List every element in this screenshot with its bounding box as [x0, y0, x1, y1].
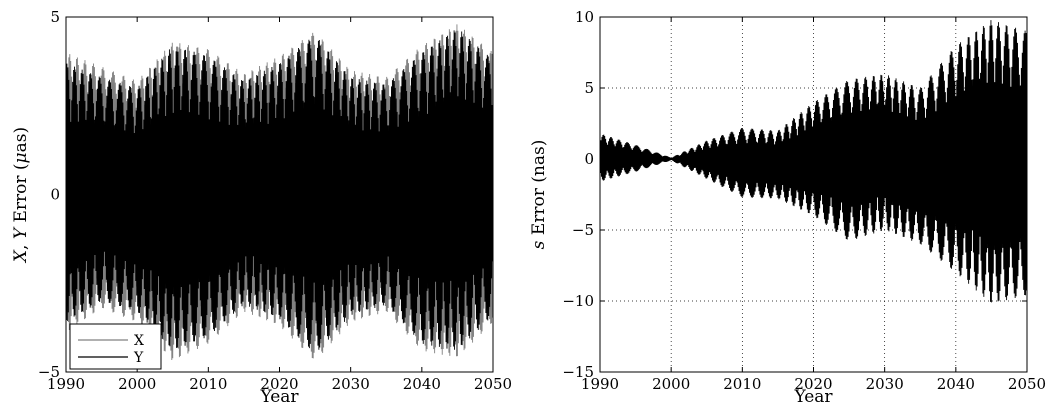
right-ytick-label--10: −10: [562, 292, 594, 310]
right-xtick-label-2050: 2050: [1008, 375, 1046, 393]
left-xtick-label-2030: 2030: [332, 375, 370, 393]
legend-box: [69, 323, 162, 370]
left-xtick-label-1990: 1990: [47, 375, 85, 393]
right-xtick-label-2030: 2030: [866, 375, 904, 393]
left-ticks: 1990 2000 2010 2020 2030 2040 2050 −5 0 5: [38, 8, 512, 393]
right-panel: 1990 2000 2010 2020 2030 2040 2050 −15 −10 −5 0 5 10…: [529, 8, 1046, 407]
right-ylabel: s Error (nas): [529, 140, 549, 250]
left-panel: 1990 2000 2010 2020 2030 2040 2050 −5 0 5 Year X,…: [11, 8, 512, 407]
left-ytick-label-5: 5: [50, 8, 60, 26]
right-ytick-label--5: −5: [572, 221, 594, 239]
right-ytick-label--15: −15: [562, 363, 594, 381]
left-xlabel: Year: [259, 387, 299, 407]
right-xlabel: Year: [793, 387, 833, 407]
right-xtick-label-1990: 1990: [581, 375, 619, 393]
left-ylabel: X, Y Error (μas): [11, 127, 31, 264]
left-series-Y: [65, 30, 494, 350]
right-ytick-label-5: 5: [584, 79, 594, 97]
right-series-s: [599, 20, 1028, 303]
right-ytick-label-0: 0: [584, 150, 594, 168]
left-xtick-label-2020: 2020: [260, 375, 298, 393]
right-xtick-label-2020: 2020: [794, 375, 832, 393]
legend-label-x: X: [134, 333, 144, 349]
legend-label-y: Y: [133, 350, 144, 366]
left-xtick-label-2010: 2010: [189, 375, 227, 393]
left-ytick-label-0: 0: [50, 186, 60, 204]
left-xtick-label-2040: 2040: [403, 375, 441, 393]
legend: X Y: [69, 323, 162, 370]
left-ytick-label--5: −5: [38, 363, 60, 381]
right-ytick-label-10: 10: [575, 8, 594, 26]
right-series-group: [599, 20, 1028, 303]
right-xtick-label-2040: 2040: [937, 375, 975, 393]
left-series-group: [65, 24, 494, 360]
right-xtick-label-2010: 2010: [723, 375, 761, 393]
left-xtick-label-2050: 2050: [474, 375, 512, 393]
right-ticks: 1990 2000 2010 2020 2030 2040 2050 −15 −10 −5 0 5 10: [562, 8, 1046, 393]
right-xtick-label-2000: 2000: [652, 375, 690, 393]
left-xtick-label-2000: 2000: [118, 375, 156, 393]
